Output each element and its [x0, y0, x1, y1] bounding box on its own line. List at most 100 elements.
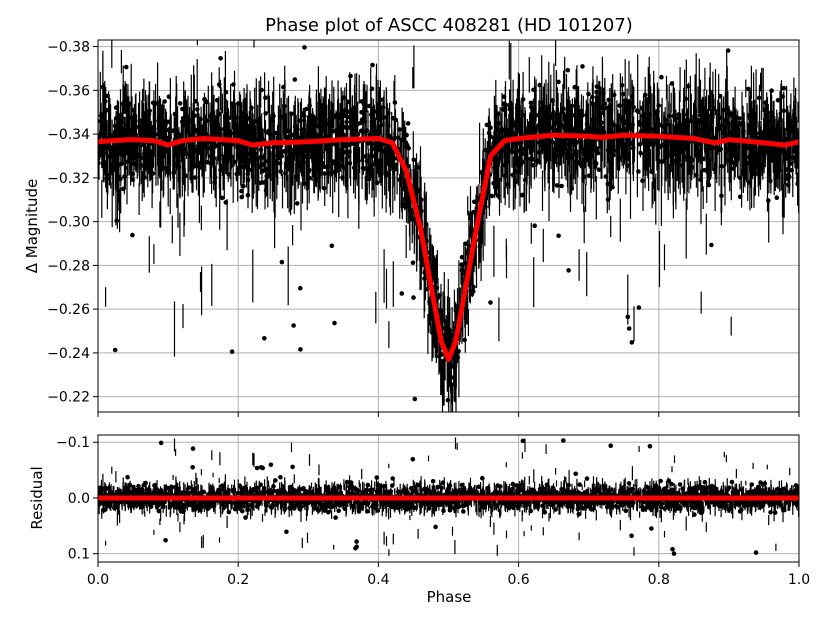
residual-data-point: [766, 500, 771, 505]
main-data-point: [639, 129, 644, 134]
main-data-point: [235, 101, 241, 106]
residual-data-point: [409, 485, 414, 491]
main-data-point: [380, 105, 386, 110]
residual-data-point: [404, 507, 410, 512]
main-data-point: [788, 161, 793, 166]
main-data-point: [718, 115, 723, 121]
main-data-point: [323, 122, 329, 127]
main-data-point: [666, 113, 672, 119]
residual-data-point: [348, 480, 354, 486]
main-data-point: [278, 114, 283, 120]
main-data-point: [196, 140, 202, 146]
residual-data-point: [669, 503, 675, 509]
main-data-point: [180, 106, 185, 112]
main-data-point: [531, 87, 536, 93]
main-data-point: [221, 126, 227, 132]
residual-data-point: [646, 485, 651, 491]
y-tick-label: −0.30: [47, 215, 90, 231]
main-data-point: [698, 177, 703, 182]
residual-data-point: [170, 500, 176, 506]
residual-data-point: [256, 501, 262, 507]
main-data-point: [104, 107, 110, 113]
main-data-point: [371, 109, 377, 114]
residual-data-point: [326, 491, 331, 497]
main-data-point: [397, 127, 402, 132]
residual-data-point: [338, 500, 343, 506]
main-data-point: [584, 112, 589, 118]
main-data-point: [483, 147, 489, 153]
residual-data-point: [333, 515, 338, 520]
main-data-point: [556, 79, 561, 85]
main-data-point: [725, 48, 731, 53]
main-data-point: [112, 123, 118, 129]
main-data-point: [459, 267, 465, 273]
residual-data-point: [702, 479, 708, 485]
residual-data-point: [655, 501, 660, 506]
main-data-point: [601, 129, 607, 134]
main-data-point: [629, 340, 635, 345]
main-data-point: [335, 128, 340, 134]
main-data-point: [372, 146, 377, 151]
residual-data-point: [180, 509, 186, 515]
main-data-point: [605, 181, 611, 187]
main-data-point: [140, 142, 146, 148]
residual-data-point: [380, 501, 385, 507]
main-data-point: [282, 103, 287, 109]
main-data-point: [788, 123, 794, 128]
main-data-point: [233, 115, 239, 120]
y-tick-label: −0.22: [47, 390, 90, 406]
main-data-point: [716, 146, 721, 151]
main-data-point: [279, 259, 285, 265]
main-data-point: [375, 131, 380, 136]
y-tick-label: −0.32: [47, 171, 90, 187]
main-data-point: [375, 180, 380, 185]
main-data-point: [101, 161, 106, 167]
residual-data-point: [127, 482, 132, 488]
main-data-point: [439, 352, 444, 357]
main-panel: −0.38 −0.36 −0.34 −0.32 −0.30 −0.28 −0.26 −0.24…: [47, 39, 800, 417]
residual-data-point: [271, 483, 276, 489]
residual-data-point: [793, 488, 799, 494]
residual-data-point: [304, 501, 309, 507]
residual-data-point: [603, 487, 608, 492]
main-data-point: [462, 337, 467, 343]
main-data-point: [355, 132, 361, 137]
residual-data-point: [659, 501, 665, 507]
main-data-point: [510, 172, 516, 178]
main-data-point: [623, 142, 629, 148]
main-data-point: [222, 166, 227, 172]
main-data-point: [223, 90, 229, 95]
main-data-point: [509, 111, 514, 116]
main-data-point: [118, 144, 123, 150]
main-data-point: [589, 146, 595, 151]
main-data-point: [231, 82, 236, 87]
residual-data-point: [99, 500, 104, 506]
residual-data-point: [749, 482, 754, 487]
main-data-point: [318, 150, 324, 155]
residual-data-point: [435, 484, 440, 490]
main-data-point: [757, 147, 763, 152]
main-data-point: [258, 131, 264, 136]
residual-data-point: [565, 503, 570, 509]
residual-data-point: [175, 489, 180, 494]
main-data-point: [479, 170, 484, 175]
main-data-point: [141, 121, 146, 127]
residual-data-point: [596, 489, 602, 494]
main-data-point: [283, 170, 288, 176]
residual-data-point: [216, 490, 221, 496]
main-data-point: [369, 112, 374, 117]
main-data-point: [594, 146, 600, 151]
main-data-point: [681, 112, 686, 117]
main-data-point: [229, 142, 234, 148]
residual-data-point: [684, 502, 689, 508]
residual-data-point: [726, 485, 732, 491]
main-data-point: [775, 98, 781, 103]
main-data-point: [165, 168, 171, 174]
main-data-point: [762, 123, 768, 129]
residual-data-point: [649, 526, 654, 531]
residual-data-point: [495, 503, 500, 509]
residual-data-point: [658, 478, 663, 484]
main-data-point: [488, 300, 493, 305]
main-data-point: [678, 149, 684, 155]
main-data-point: [372, 161, 377, 167]
